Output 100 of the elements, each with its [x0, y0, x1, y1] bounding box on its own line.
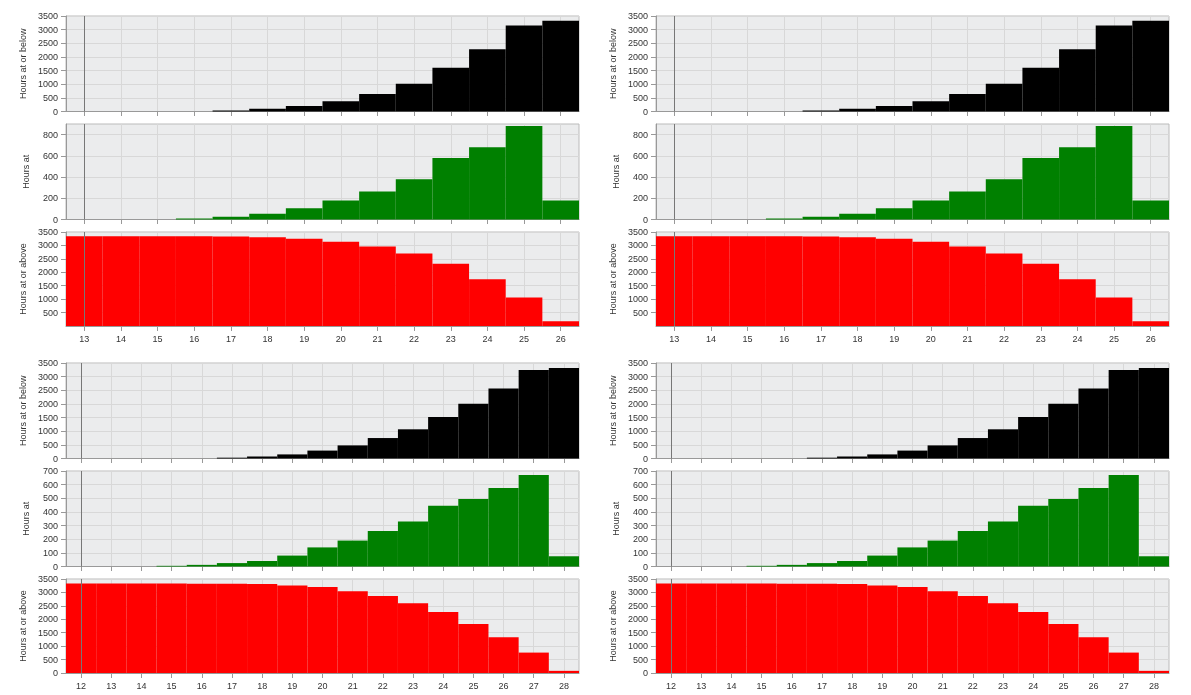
y-tick-label: 0: [642, 668, 648, 678]
y-tick-label: 700: [632, 466, 648, 476]
x-tick-label: 21: [347, 680, 358, 691]
y-tick-label: 3000: [37, 371, 58, 382]
y-tick-label: 1000: [37, 426, 58, 437]
y-axis-title: Hours at or above: [17, 590, 28, 662]
x-tick-label: 19: [287, 680, 298, 691]
x-tick-label: 14: [115, 333, 126, 344]
y-tick-label: 0: [642, 214, 648, 225]
y-tick-label: 0: [52, 561, 58, 572]
x-tick-label: 25: [519, 333, 530, 344]
x-tick-label: 28: [558, 680, 569, 691]
x-tick-label: 18: [257, 680, 268, 691]
y-axis-title: Hours at: [610, 501, 621, 536]
x-tick-label: 20: [907, 680, 918, 691]
x-tick-label: 16: [786, 680, 797, 691]
y-tick-label: 600: [42, 150, 58, 161]
y-tick-label: 1500: [37, 412, 58, 423]
y-tick-label: 2500: [627, 38, 648, 49]
y-tick-label: 2000: [37, 398, 58, 409]
y-tick-label: 400: [632, 506, 648, 517]
x-tick-label: 25: [1058, 680, 1069, 691]
y-tick-label: 800: [42, 129, 58, 140]
x-tick-label: 26: [555, 333, 566, 344]
x-tick-label: 22: [377, 680, 388, 691]
y-tick-label: 3500: [37, 574, 58, 584]
x-tick-label: 20: [925, 333, 936, 344]
y-tick-label: 2000: [627, 51, 648, 62]
x-tick-label: 13: [696, 680, 707, 691]
x-tick-label: 16: [196, 680, 207, 691]
y-axis-title: Hours at or below: [607, 374, 618, 447]
y-tick-label: 2000: [37, 614, 58, 625]
y-axis-title: Hours at or below: [17, 27, 28, 100]
y-tick-label: 500: [632, 654, 648, 665]
x-tick-label: 15: [742, 333, 753, 344]
y-tick-label: 1000: [627, 79, 648, 90]
y-tick-label: 3500: [627, 358, 648, 368]
x-tick-label: 23: [998, 680, 1009, 691]
y-tick-label: 0: [642, 561, 648, 572]
x-tick-label: 12: [666, 680, 677, 691]
x-tick-label: 13: [106, 680, 117, 691]
x-tick-label: 23: [445, 333, 456, 344]
y-axis-title: Hours at or above: [17, 243, 28, 315]
y-axis-title: Hours at or above: [607, 243, 618, 315]
y-tick-label: 300: [42, 520, 58, 531]
x-tick-label: 14: [136, 680, 147, 691]
x-tick-label: 24: [1072, 333, 1083, 344]
y-tick-label: 0: [642, 453, 648, 464]
y-tick-label: 600: [632, 479, 648, 490]
x-tick-label: 22: [967, 680, 978, 691]
x-tick-label: 19: [299, 333, 310, 344]
x-tick-label: 24: [438, 680, 449, 691]
x-tick-label: 24: [482, 333, 493, 344]
x-tick-label: 25: [1109, 333, 1120, 344]
y-tick-label: 2500: [37, 38, 58, 49]
x-tick-label: 12: [76, 680, 87, 691]
y-tick-label: 800: [632, 129, 648, 140]
y-tick-label: 100: [632, 547, 648, 558]
x-tick-label: 13: [79, 333, 90, 344]
y-tick-label: 2000: [37, 267, 58, 278]
y-tick-label: 1000: [627, 426, 648, 437]
x-tick-label: 21: [937, 680, 948, 691]
y-tick-label: 500: [632, 92, 648, 103]
y-tick-label: 1500: [627, 65, 648, 76]
x-tick-label: 18: [262, 333, 273, 344]
y-tick-label: 400: [42, 172, 58, 183]
x-tick-label: 22: [409, 333, 420, 344]
y-tick-label: 1000: [37, 641, 58, 652]
y-tick-label: 3000: [37, 587, 58, 598]
y-tick-label: 2000: [627, 267, 648, 278]
y-axis-title: Hours at: [610, 154, 621, 189]
y-tick-label: 2000: [37, 51, 58, 62]
y-tick-label: 400: [632, 172, 648, 183]
x-tick-label: 21: [372, 333, 383, 344]
y-tick-label: 1500: [37, 627, 58, 638]
y-tick-label: 500: [632, 493, 648, 504]
y-tick-label: 300: [632, 520, 648, 531]
x-tick-label: 17: [815, 333, 826, 344]
x-tick-label: 20: [317, 680, 328, 691]
y-tick-label: 1000: [37, 294, 58, 305]
x-tick-label: 23: [1035, 333, 1046, 344]
y-tick-label: 3000: [37, 240, 58, 251]
y-axis-title: Hours at or below: [607, 27, 618, 100]
y-axis-title: Hours at: [20, 154, 31, 189]
x-tick-label: 15: [166, 680, 177, 691]
x-tick-label: 28: [1148, 680, 1159, 691]
x-tick-label: 18: [852, 333, 863, 344]
y-tick-label: 600: [42, 479, 58, 490]
x-tick-label: 18: [847, 680, 858, 691]
y-tick-label: 1000: [627, 641, 648, 652]
y-tick-label: 100: [42, 547, 58, 558]
y-tick-label: 2500: [37, 253, 58, 264]
y-axis-title: Hours at: [20, 501, 31, 536]
x-tick-label: 15: [756, 680, 767, 691]
y-tick-label: 1000: [627, 294, 648, 305]
x-tick-label: 19: [889, 333, 900, 344]
x-tick-label: 23: [408, 680, 419, 691]
y-tick-label: 3500: [627, 227, 648, 237]
y-tick-label: 0: [642, 106, 648, 117]
y-tick-label: 2500: [627, 385, 648, 396]
